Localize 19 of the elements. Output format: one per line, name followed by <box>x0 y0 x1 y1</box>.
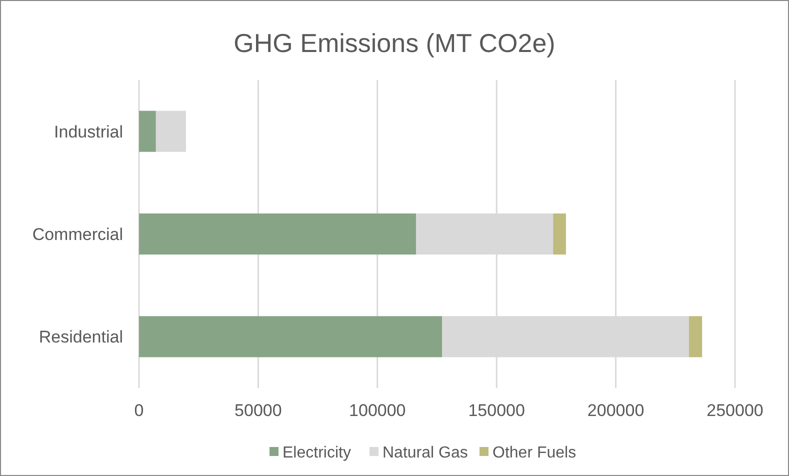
bar <box>139 110 156 152</box>
bar <box>688 316 702 358</box>
legend-label: Other Fuels <box>492 444 576 462</box>
y-tick-label: Residential <box>38 328 123 347</box>
x-tick-label: 50000 <box>234 401 282 420</box>
bar <box>156 110 186 152</box>
x-tick-label: 250000 <box>706 401 764 420</box>
chart-title: GHG Emissions (MT CO2e) <box>234 28 556 58</box>
x-tick-label: 200000 <box>587 401 644 420</box>
bar <box>139 316 442 358</box>
x-tick-label: 150000 <box>468 401 525 420</box>
legend-label: Natural Gas <box>382 444 468 462</box>
x-tick-label: 100000 <box>349 401 406 420</box>
y-tick-label: Commercial <box>32 224 123 244</box>
y-tick-label: Industrial <box>54 122 123 142</box>
legend-label: Electricity <box>282 444 351 462</box>
x-tick-label: 0 <box>134 401 144 420</box>
bar <box>553 213 566 255</box>
bar <box>139 213 416 255</box>
